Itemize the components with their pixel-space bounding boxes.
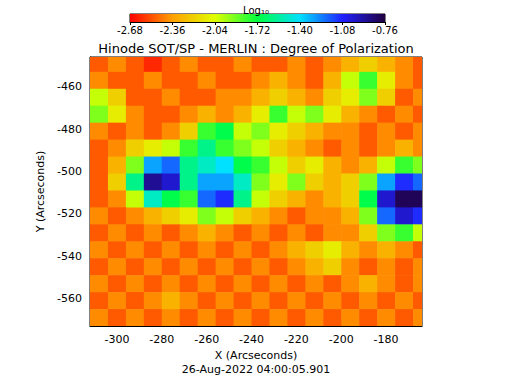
svg-text:-1.08: -1.08 [330, 25, 356, 36]
svg-text:-1.72: -1.72 [245, 25, 271, 36]
svg-text:Log₁₀: Log₁₀ [243, 5, 269, 16]
svg-text:-500: -500 [57, 165, 82, 178]
svg-text:-220: -220 [284, 333, 309, 346]
svg-text:-520: -520 [57, 207, 82, 220]
svg-text:-540: -540 [57, 250, 82, 263]
svg-text:-2.04: -2.04 [202, 25, 228, 36]
svg-text:-180: -180 [374, 333, 399, 346]
svg-text:-200: -200 [329, 333, 354, 346]
svg-text:-260: -260 [194, 333, 219, 346]
svg-text:-280: -280 [149, 333, 174, 346]
svg-text:-2.36: -2.36 [160, 25, 186, 36]
svg-text:-1.40: -1.40 [287, 25, 313, 36]
svg-text:-2.68: -2.68 [117, 25, 143, 36]
svg-text:-240: -240 [239, 333, 264, 346]
svg-text:-560: -560 [57, 292, 82, 305]
svg-text:-0.76: -0.76 [372, 25, 398, 36]
svg-text:-480: -480 [57, 123, 82, 136]
svg-text:-300: -300 [104, 333, 129, 346]
svg-text:Y (Arcseconds): Y (Arcseconds) [34, 151, 47, 234]
svg-text:26-Aug-2022 04:00:05.901: 26-Aug-2022 04:00:05.901 [182, 363, 331, 376]
svg-text:Hinode SOT/SP - MERLIN : Degre: Hinode SOT/SP - MERLIN : Degree of Polar… [98, 41, 413, 56]
svg-text:X (Arcseconds): X (Arcseconds) [215, 349, 297, 362]
svg-text:-460: -460 [57, 80, 82, 93]
